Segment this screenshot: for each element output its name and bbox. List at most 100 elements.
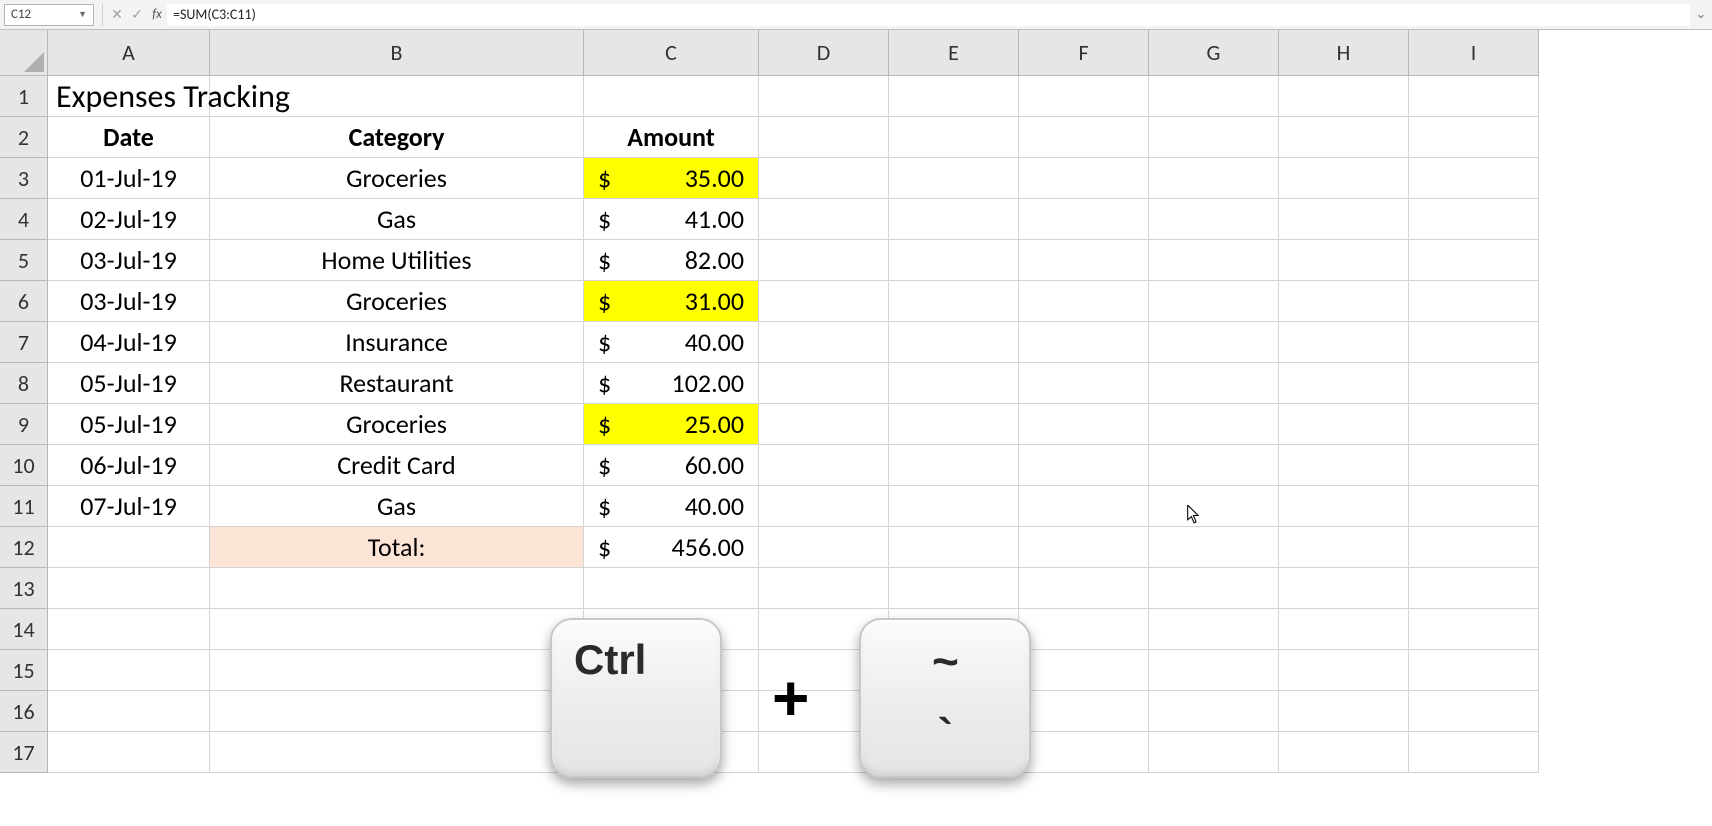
cell-I7[interactable]	[1409, 322, 1539, 363]
cell-F3[interactable]	[1019, 158, 1149, 199]
cell-category-8[interactable]: Restaurant	[210, 363, 584, 404]
cell-G15[interactable]	[1149, 650, 1279, 691]
cell-date-9[interactable]: 05-Jul-19	[48, 404, 210, 445]
row-header-14[interactable]: 14	[0, 609, 48, 650]
column-header-E[interactable]: E	[889, 30, 1019, 76]
cell-I9[interactable]	[1409, 404, 1539, 445]
cell-H6[interactable]	[1279, 281, 1409, 322]
cell-D2[interactable]	[759, 117, 889, 158]
accept-formula-icon[interactable]: ✓	[127, 4, 147, 26]
cell-G13[interactable]	[1149, 568, 1279, 609]
header-category[interactable]: Category	[210, 117, 584, 158]
cell-H4[interactable]	[1279, 199, 1409, 240]
cell-E5[interactable]	[889, 240, 1019, 281]
cell-E13[interactable]	[889, 568, 1019, 609]
cell-E10[interactable]	[889, 445, 1019, 486]
cell-amount-9[interactable]: $25.00	[584, 404, 759, 445]
column-header-H[interactable]: H	[1279, 30, 1409, 76]
cell-F1[interactable]	[1019, 76, 1149, 117]
row-header-8[interactable]: 8	[0, 363, 48, 404]
cell-G8[interactable]	[1149, 363, 1279, 404]
cell-D10[interactable]	[759, 445, 889, 486]
cell-C14[interactable]	[584, 609, 759, 650]
row-header-6[interactable]: 6	[0, 281, 48, 322]
column-header-D[interactable]: D	[759, 30, 889, 76]
cell-D15[interactable]	[759, 650, 889, 691]
cell-F13[interactable]	[1019, 568, 1149, 609]
cell-G11[interactable]	[1149, 486, 1279, 527]
cell-amount-10[interactable]: $60.00	[584, 445, 759, 486]
cell-F4[interactable]	[1019, 199, 1149, 240]
cell-E11[interactable]	[889, 486, 1019, 527]
header-amount[interactable]: Amount	[584, 117, 759, 158]
cell-I8[interactable]	[1409, 363, 1539, 404]
header-date[interactable]: Date	[48, 117, 210, 158]
cell-F12[interactable]	[1019, 527, 1149, 568]
cell-F6[interactable]	[1019, 281, 1149, 322]
cell-category-5[interactable]: Home Utilities	[210, 240, 584, 281]
cell-F17[interactable]	[1019, 732, 1149, 773]
cell-E12[interactable]	[889, 527, 1019, 568]
row-header-2[interactable]: 2	[0, 117, 48, 158]
column-header-C[interactable]: C	[584, 30, 759, 76]
cell-G6[interactable]	[1149, 281, 1279, 322]
row-header-17[interactable]: 17	[0, 732, 48, 773]
cell-date-3[interactable]: 01-Jul-19	[48, 158, 210, 199]
cell-C15[interactable]	[584, 650, 759, 691]
cell-F11[interactable]	[1019, 486, 1149, 527]
cell-I14[interactable]	[1409, 609, 1539, 650]
cell-B17[interactable]	[210, 732, 584, 773]
cell-D12[interactable]	[759, 527, 889, 568]
cell-I10[interactable]	[1409, 445, 1539, 486]
cell-G9[interactable]	[1149, 404, 1279, 445]
cell-amount-8[interactable]: $102.00	[584, 363, 759, 404]
cell-B14[interactable]	[210, 609, 584, 650]
cell-D11[interactable]	[759, 486, 889, 527]
cell-A16[interactable]	[48, 691, 210, 732]
formula-bar-expand-icon[interactable]: ⌄	[1690, 7, 1712, 22]
cell-H16[interactable]	[1279, 691, 1409, 732]
total-label[interactable]: Total:	[210, 527, 584, 568]
cell-D1[interactable]	[759, 76, 889, 117]
cell-C17[interactable]	[584, 732, 759, 773]
cell-I17[interactable]	[1409, 732, 1539, 773]
cell-H11[interactable]	[1279, 486, 1409, 527]
cell-category-10[interactable]: Credit Card	[210, 445, 584, 486]
title-cell[interactable]: Expenses Tracking	[48, 76, 210, 117]
cell-I11[interactable]	[1409, 486, 1539, 527]
cell-F16[interactable]	[1019, 691, 1149, 732]
cell-category-9[interactable]: Groceries	[210, 404, 584, 445]
cell-D7[interactable]	[759, 322, 889, 363]
cell-G16[interactable]	[1149, 691, 1279, 732]
cell-G14[interactable]	[1149, 609, 1279, 650]
cell-E15[interactable]	[889, 650, 1019, 691]
column-header-F[interactable]: F	[1019, 30, 1149, 76]
cell-G12[interactable]	[1149, 527, 1279, 568]
cell-E4[interactable]	[889, 199, 1019, 240]
formula-input[interactable]: =SUM(C3:C11)	[167, 4, 1690, 26]
cell-E17[interactable]	[889, 732, 1019, 773]
cell-date-4[interactable]: 02-Jul-19	[48, 199, 210, 240]
cell-F10[interactable]	[1019, 445, 1149, 486]
cell-I6[interactable]	[1409, 281, 1539, 322]
row-header-5[interactable]: 5	[0, 240, 48, 281]
cell-H15[interactable]	[1279, 650, 1409, 691]
cell-I3[interactable]	[1409, 158, 1539, 199]
cell-I5[interactable]	[1409, 240, 1539, 281]
row-header-3[interactable]: 3	[0, 158, 48, 199]
cell-G3[interactable]	[1149, 158, 1279, 199]
cell-E2[interactable]	[889, 117, 1019, 158]
cell-G1[interactable]	[1149, 76, 1279, 117]
cell-B16[interactable]	[210, 691, 584, 732]
cell-I1[interactable]	[1409, 76, 1539, 117]
cell-date-5[interactable]: 03-Jul-19	[48, 240, 210, 281]
cell-I13[interactable]	[1409, 568, 1539, 609]
cell-I15[interactable]	[1409, 650, 1539, 691]
name-box[interactable]: C12 ▼	[4, 4, 94, 26]
cell-A15[interactable]	[48, 650, 210, 691]
cell-F7[interactable]	[1019, 322, 1149, 363]
cell-amount-11[interactable]: $40.00	[584, 486, 759, 527]
cell-amount-5[interactable]: $82.00	[584, 240, 759, 281]
cell-category-6[interactable]: Groceries	[210, 281, 584, 322]
cell-A13[interactable]	[48, 568, 210, 609]
